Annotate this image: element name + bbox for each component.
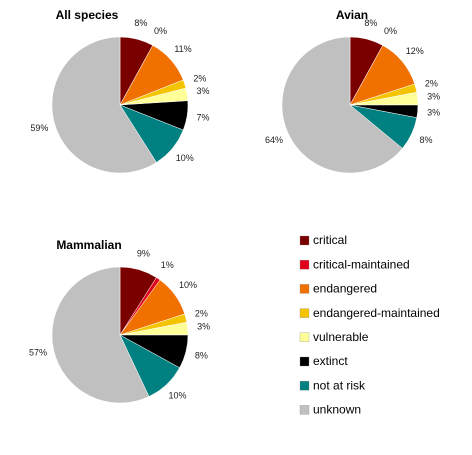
chart-title: Mammalian [56,238,121,252]
slice-label: 3% [196,86,209,96]
slice-label: 1% [161,260,174,270]
slice-label: 8% [419,135,432,145]
chart-title: Avian [336,8,368,22]
slice-label: 2% [425,78,438,88]
legend-swatch [299,356,310,367]
slice-label: 9% [137,249,150,259]
legend-swatch [299,381,310,391]
slice-label: 64% [265,135,283,145]
slice-label: 3% [427,107,440,117]
slice-label: 2% [193,73,206,83]
slice-label: 3% [427,91,440,101]
slice-label: 10% [168,391,186,401]
legend-swatch [299,332,310,342]
slice-label: 59% [30,123,48,133]
slice-label: 7% [196,113,209,123]
legend-label: critical-maintained [313,257,410,271]
slice-label: 10% [179,280,197,290]
legend-swatch [299,284,310,294]
pie-slice [51,36,157,174]
chart-title: All species [56,8,119,22]
legend-label: not at risk [313,378,366,392]
slice-label: 8% [364,18,377,28]
slice-label: 10% [176,153,194,163]
slice-label: 11% [174,44,191,54]
slice-label: 8% [195,350,208,360]
slice-label: 12% [406,46,424,56]
legend-label: extinct [313,354,348,368]
slice-label: 0% [154,26,167,36]
pie-slice [281,36,403,174]
legend-label: endangered-maintained [313,306,440,320]
slice-label: 2% [195,308,208,318]
pie-slice [51,266,150,404]
slice-label: 3% [197,321,210,331]
legend-label: vulnerable [313,330,369,344]
slice-label: 0% [384,26,397,36]
legend-label: endangered [313,282,377,296]
slice-label: 57% [29,348,47,358]
legend-label: critical [313,233,347,247]
legend-swatch [299,308,310,318]
slice-label: 8% [134,18,147,28]
legend-swatch [299,260,310,270]
legend-swatch [299,405,310,415]
legend-label: unknown [313,403,361,417]
legend-swatch [299,235,310,246]
